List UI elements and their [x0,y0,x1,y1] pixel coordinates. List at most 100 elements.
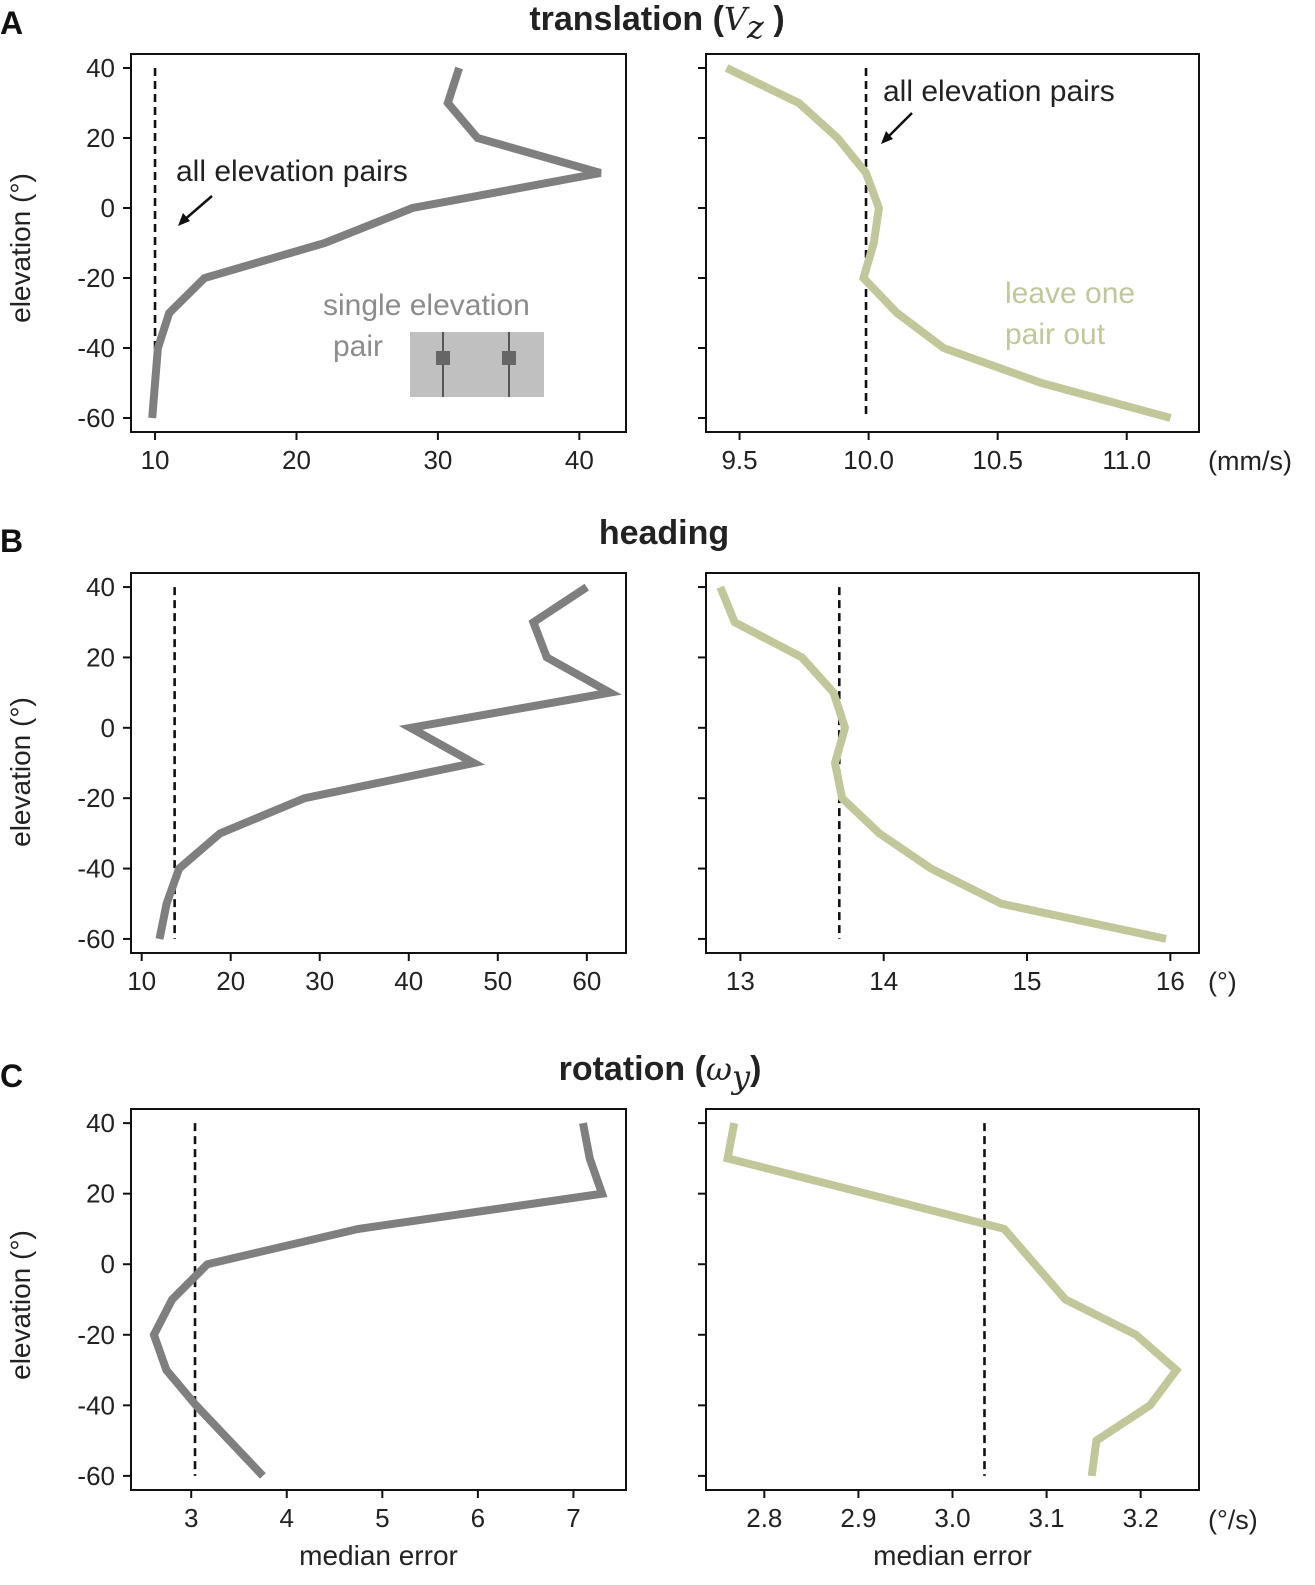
annotation-single-pair-line2: pair [333,330,383,363]
chart-a-single-ytick-label: 20 [86,123,115,153]
chart-c-loo-xtick-label: 2.9 [840,1503,876,1533]
chart-c-single-xtick-label: 6 [471,1503,485,1533]
chart-b-single-ytick-label: -20 [77,783,115,813]
chart-b-loo-unit: (°) [1208,967,1237,997]
chart-a-single-series-line [148,66,602,419]
panel-title-a-text: translation ( [529,0,724,38]
chart-a-single-xtick-label: 10 [141,445,170,475]
chart-a-single: 10 20 30 40 40 20 0 -20 -40 -60 elevation (°) [5,53,627,475]
inset-box [410,332,544,397]
chart-c-loo-series-line [722,1122,1182,1477]
chart-b-loo-frame [705,572,1200,954]
chart-c-single-ylabel: elevation (°) [5,1230,36,1380]
chart-b-single-xtick-label: 20 [216,966,245,996]
chart-c-single-ytick-label: -60 [77,1461,115,1491]
chart-a-loo-xtick-label: 9.5 [721,445,757,475]
chart-b-single: 10 20 30 40 50 60 40 20 0 -20 -40 -60 elevation (°) [5,572,627,996]
panel-title-c-symbol: ω [706,1050,732,1088]
panel-letter-c: C [0,1058,23,1094]
chart-a-single-ytick-label: -40 [77,333,115,363]
chart-c-single: 3 4 5 6 7 40 20 0 -20 -40 -60 elevation (°) median e… [5,1108,627,1571]
annotation-all-pairs-left: all elevation pairs [176,155,408,188]
chart-b-loo-xtick-label: 15 [1013,966,1042,996]
panel-title-a-symbol: V [724,0,750,38]
chart-a-single-xtick-label: 30 [423,445,452,475]
chart-a-single-frame [130,53,627,433]
chart-a-single-ytick-label: 40 [86,53,115,83]
chart-b-single-xtick-label: 50 [483,966,512,996]
chart-a-single-ytick-label: 0 [101,193,115,223]
chart-a-single-xtick-label: 40 [565,445,594,475]
chart-c-single-xtick-label: 5 [375,1503,389,1533]
chart-b-loo: 13 14 15 16 (°) [698,572,1237,997]
chart-c-loo-unit: (°/s) [1208,1505,1258,1535]
panel-title-c: rotation (ωy) [559,1050,762,1096]
chart-b-single-ylabel: elevation (°) [5,697,36,847]
chart-b-single-frame [130,572,627,954]
annotation-arrowhead-left [178,213,190,226]
annotation-leave-one-line2: pair out [1005,318,1106,351]
panel-title-b: heading [599,514,729,552]
panel-title-a-subscript: z [746,8,765,46]
chart-c-single-ytick-label: -40 [77,1390,115,1420]
chart-c-single-xtick-label: 3 [184,1503,198,1533]
chart-a-loo-frame [705,53,1200,433]
chart-c-single-ytick-label: 0 [101,1249,115,1279]
chart-c-loo-xtick-label: 3.2 [1123,1503,1159,1533]
panel-title-a-end: ) [764,0,785,38]
chart-b-single-xtick-label: 60 [572,966,601,996]
chart-b-single-xtick-label: 10 [127,966,156,996]
chart-c-loo-frame [705,1108,1200,1491]
chart-a-loo-series-line [724,64,1172,422]
chart-b-loo-xtick-label: 14 [869,966,898,996]
chart-c-single-xtick-label: 4 [280,1503,294,1533]
chart-a-loo: 9.5 10.0 10.5 11.0 (mm/s) [698,53,1292,476]
inset-marker-right [502,351,516,365]
chart-c-loo-xlabel: median error [873,1540,1032,1571]
single-pair-inset [410,332,544,397]
panel-title-b-text: heading [599,514,729,552]
chart-b-single-ytick-label: -40 [77,854,115,884]
panel-title-c-subscript: y [730,1058,751,1096]
chart-b-single-xtick-label: 30 [305,966,334,996]
chart-a-single-ylabel: elevation (°) [5,173,36,323]
chart-c-single-xtick-label: 7 [566,1503,580,1533]
annotation-single-pair-line1: single elevation [323,289,530,322]
panel-letter-a: A [0,5,23,41]
chart-b-single-ytick-label: 40 [86,572,115,602]
inset-marker-left [436,351,450,365]
chart-c-single-frame [130,1108,627,1491]
chart-c-single-ytick-label: 20 [86,1179,115,1209]
chart-c-single-ytick-label: -20 [77,1320,115,1350]
chart-b-single-ytick-label: 0 [101,713,115,743]
chart-b-loo-series-line [716,585,1167,943]
annotation-all-pairs-right: all elevation pairs [883,75,1115,108]
panel-title-c-text: rotation ( [559,1050,707,1088]
chart-c-loo-xtick-label: 3.0 [934,1503,970,1533]
chart-c-loo-xtick-label: 3.1 [1029,1503,1065,1533]
chart-b-loo-xtick-label: 13 [726,966,755,996]
chart-b-single-series-line [155,583,622,940]
chart-b-loo-xtick-label: 16 [1156,966,1185,996]
chart-c-single-xlabel: median error [299,1540,458,1571]
chart-a-single-ytick-label: -60 [77,403,115,433]
chart-b-single-ytick-label: -60 [77,924,115,954]
chart-c-single-series-line [149,1122,608,1479]
chart-b-single-ytick-label: 20 [86,642,115,672]
panel-title-a: translation (Vz ) [529,0,784,46]
chart-c-loo: 2.8 2.9 3.0 3.1 3.2 median error (°/s) [698,1108,1258,1571]
chart-a-loo-xtick-label: 11.0 [1102,445,1151,475]
chart-a-single-ytick-label: -20 [77,263,115,293]
chart-b-single-xtick-label: 40 [394,966,423,996]
chart-c-single-ytick-label: 40 [86,1108,115,1138]
annotation-leave-one-line1: leave one [1005,277,1135,310]
chart-a-loo-unit: (mm/s) [1208,446,1292,476]
chart-a-single-xtick-label: 20 [282,445,311,475]
chart-c-loo-xtick-label: 2.8 [746,1503,782,1533]
chart-a-loo-xtick-label: 10.5 [972,445,1023,475]
panel-title-c-end: ) [750,1050,761,1088]
panel-letter-b: B [0,523,23,559]
annotation-arrow-right [886,112,913,139]
